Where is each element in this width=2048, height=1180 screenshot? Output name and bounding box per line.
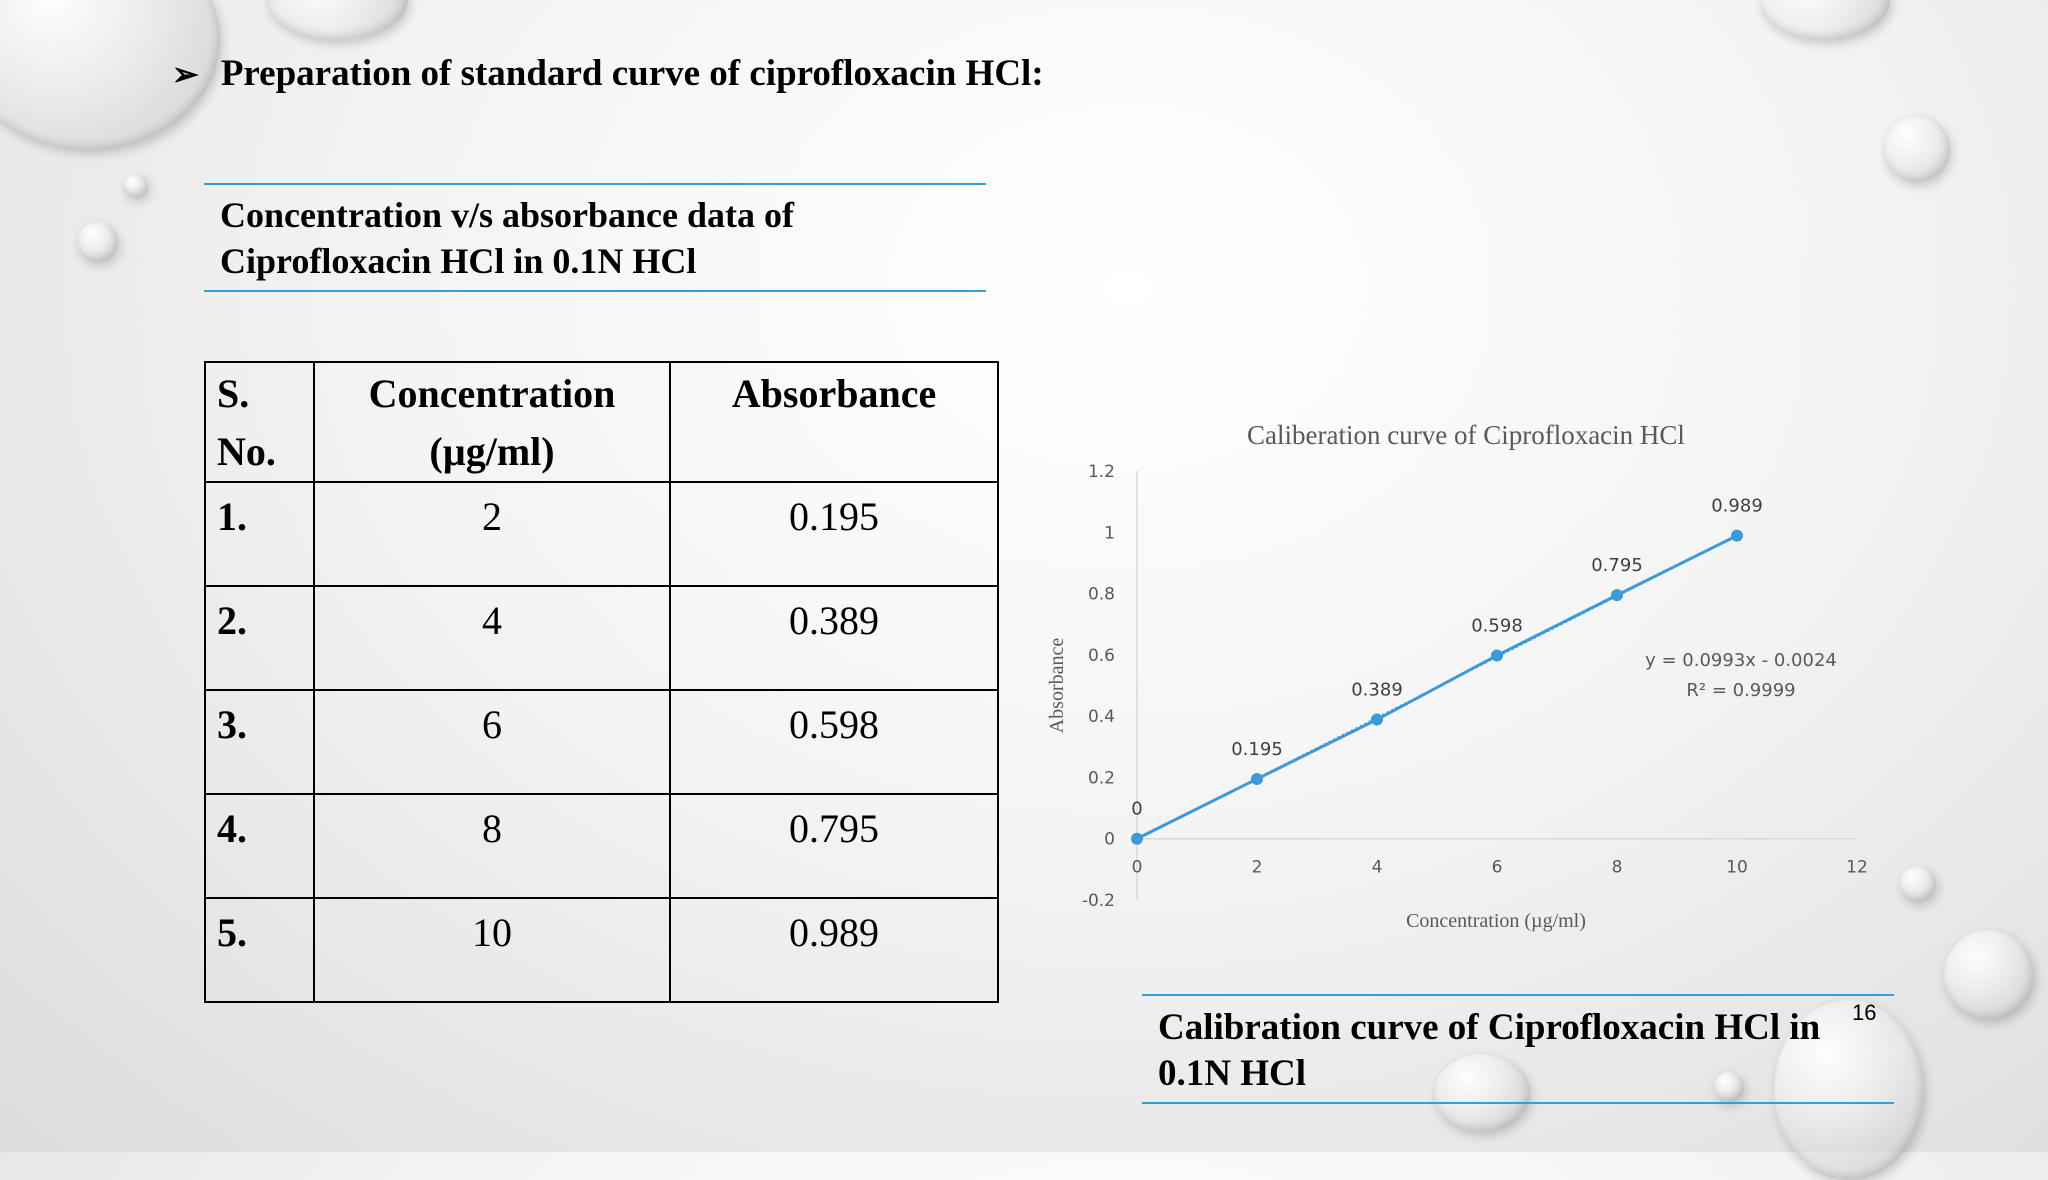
cell-absorbance: 0.389 [669, 585, 999, 691]
water-droplet-decoration [1774, 1000, 1924, 1180]
cell-concentration: 6 [313, 689, 671, 795]
figure-caption-bottom-rule [1142, 1102, 1894, 1104]
water-droplet-decoration [1434, 1054, 1530, 1132]
water-droplet-decoration [1760, 0, 1890, 40]
cell-concentration: 2 [313, 481, 671, 587]
cell-sno: 5. [204, 897, 315, 1003]
water-droplet-decoration [78, 222, 118, 262]
header-sno-line1: S. [217, 371, 250, 416]
y-tick-label: 1 [1104, 523, 1115, 543]
data-point [1251, 772, 1263, 785]
water-droplet-decoration [1884, 116, 1950, 182]
x-tick-label: 6 [1492, 858, 1503, 878]
cell-absorbance: 0.598 [669, 689, 999, 795]
x-tick-label: 12 [1846, 858, 1868, 878]
x-tick-label: 0 [1132, 858, 1143, 878]
trendline-r-squared: R² = 0.9999 [1686, 680, 1795, 701]
cell-sno: 3. [204, 689, 315, 795]
cell-concentration: 10 [313, 897, 671, 1003]
cell-sno: 1. [204, 481, 315, 587]
heading-text: Preparation of standard curve of ciprofl… [220, 53, 1044, 94]
y-tick-label: 0.6 [1088, 646, 1115, 666]
header-conc-line1: Concentration [368, 371, 616, 416]
series-line [1136, 534, 1738, 841]
table-caption-bottom-rule [204, 290, 986, 292]
data-point [1731, 529, 1743, 542]
water-droplet-decoration [1714, 1072, 1744, 1102]
arrow-bullet-icon: ➢ [172, 55, 199, 92]
x-tick-label: 8 [1612, 858, 1623, 878]
figure-caption-top-rule [1142, 994, 1894, 996]
trendline-equation: y = 0.0993x - 0.0024 [1645, 650, 1837, 671]
chart-x-axis-label: Concentration (µg/ml) [1406, 910, 1586, 932]
data-point [1131, 832, 1143, 845]
figure-caption: Calibration curve of Ciprofloxacin HCl i… [1158, 1005, 1918, 1097]
cell-concentration: 4 [313, 585, 671, 691]
table-caption-top-rule [204, 183, 986, 185]
data-point [1611, 589, 1623, 602]
page-number: 16 [1852, 1000, 1877, 1025]
header-conc-line2: (µg/ml) [429, 429, 555, 474]
calibration-chart: Caliberation curve of Ciprofloxacin HCl … [1046, 420, 1868, 932]
cell-sno: 2. [204, 585, 315, 691]
y-tick-label: 0.4 [1088, 707, 1115, 727]
data-label: 0.195 [1231, 739, 1283, 760]
x-tick-label: 2 [1252, 858, 1263, 878]
cell-absorbance: 0.989 [669, 897, 999, 1003]
table-header-row: S. No. Concentration (µg/ml) Absorbance [204, 361, 999, 483]
x-tick-label: 4 [1372, 858, 1383, 878]
header-sno: S. No. [204, 361, 315, 483]
y-tick-label: 0.2 [1088, 768, 1115, 788]
data-label: 0.389 [1351, 680, 1403, 701]
table-row: 5. 10 0.989 [204, 897, 999, 1003]
table-row: 3. 6 0.598 [204, 689, 999, 795]
table-caption-line1: Concentration v/s absorbance data of [220, 195, 794, 235]
data-point [1491, 649, 1503, 662]
header-sno-line2: No. [217, 429, 276, 474]
header-abs-label: Absorbance [731, 371, 937, 416]
slide-heading: ➢ Preparation of standard curve of cipro… [172, 52, 1044, 95]
data-label: 0 [1131, 799, 1142, 820]
table-row: 2. 4 0.389 [204, 585, 999, 691]
x-tick-label: 10 [1726, 858, 1748, 878]
figure-caption-line2: 0.1N HCl [1158, 1053, 1306, 1094]
y-tick-label: 1.2 [1088, 462, 1115, 482]
header-absorbance: Absorbance [669, 361, 999, 483]
water-droplet-decoration [268, 0, 408, 40]
data-label: 0.598 [1471, 615, 1523, 636]
table-caption-line2: Ciprofloxacin HCl in 0.1N HCl [220, 241, 697, 281]
water-droplet-decoration [1944, 930, 2034, 1020]
cell-concentration: 8 [313, 793, 671, 899]
chart-y-axis-label: Absorbance [1046, 638, 1068, 734]
concentration-absorbance-table: S. No. Concentration (µg/ml) Absorbance … [204, 361, 999, 1003]
table-row: 4. 8 0.795 [204, 793, 999, 899]
y-tick-label: 0 [1104, 830, 1115, 850]
cell-absorbance: 0.195 [669, 481, 999, 587]
cell-sno: 4. [204, 793, 315, 899]
y-tick-label: 0.8 [1088, 585, 1115, 605]
figure-caption-line1: Calibration curve of Ciprofloxacin HCl i… [1158, 1007, 1821, 1048]
table-row: 1. 2 0.195 [204, 481, 999, 587]
water-droplet-decoration [124, 174, 148, 198]
table-caption: Concentration v/s absorbance data of Cip… [220, 192, 820, 284]
data-point [1371, 713, 1383, 726]
header-concentration: Concentration (µg/ml) [313, 361, 671, 483]
water-droplet-decoration [1900, 866, 1936, 902]
data-label: 0.989 [1711, 496, 1763, 517]
y-tick-label: -0.2 [1082, 891, 1115, 911]
chart-title: Caliberation curve of Ciprofloxacin HCl [1247, 420, 1685, 450]
cell-absorbance: 0.795 [669, 793, 999, 899]
data-label: 0.795 [1591, 555, 1643, 576]
